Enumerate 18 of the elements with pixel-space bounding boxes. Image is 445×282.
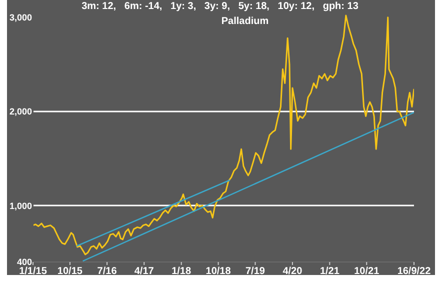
text: Palladium (221, 16, 269, 27)
x-tick-label: 7/19 (246, 266, 266, 278)
chart-subtitle: 3m: 12, 6m: -14, 1y: 3, 3y: 9, 5y: 18, 10y: 12, gph: 13 (80, 1, 360, 12)
line-series (33, 14, 414, 256)
x-tick-label: 1/21 (320, 266, 340, 278)
y-tick-label: 400 (16, 257, 32, 268)
x-tick-label: 4/17 (134, 266, 154, 278)
x-tick-label: 4/20 (282, 266, 303, 278)
x-tick-label: 10/15 (57, 266, 83, 278)
x-tick-label: 10/18 (206, 266, 232, 278)
x-tick-label: 1/18 (172, 266, 192, 278)
x-tick-label: 1/1/15 (19, 266, 48, 278)
x-tick-label: 7/16 (97, 266, 118, 278)
x-tick-label: 10/21 (354, 266, 380, 278)
y-tick-label: 2,000 (9, 106, 32, 117)
x-tick-label: 16/9/22 (397, 266, 432, 278)
y-tick-label: 1,000 (9, 200, 32, 211)
y-tick-label: 3,000 (9, 12, 32, 23)
